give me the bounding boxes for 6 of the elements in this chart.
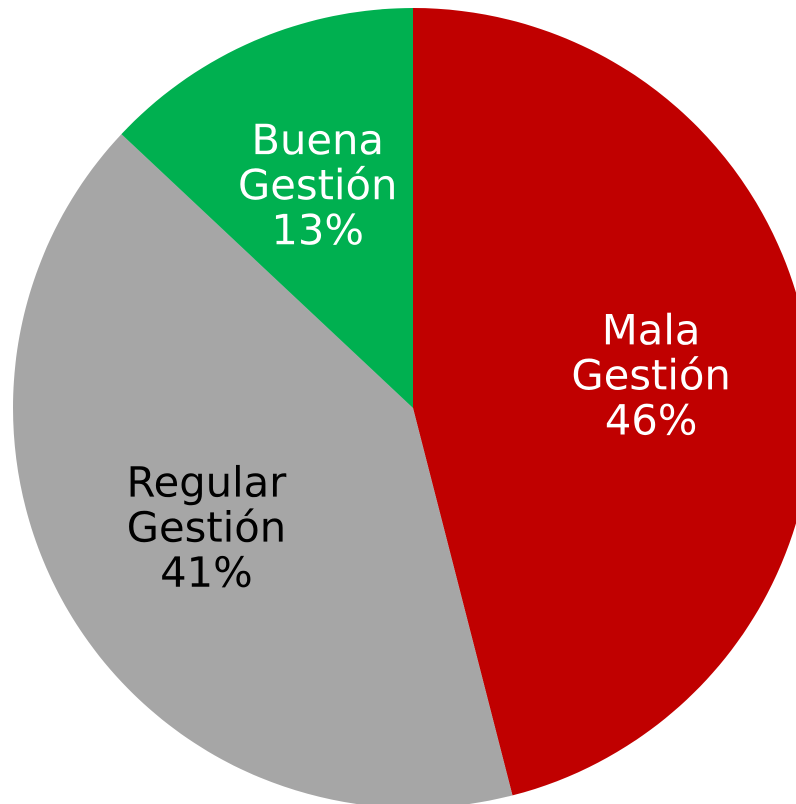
slice-label: Buena Gestión [240,124,394,200]
data-label: 41% [162,556,250,588]
data-label: 13% [276,213,362,245]
slice-label: Mala Gestión [574,312,728,390]
slice-label: Regular Gestión [129,464,286,542]
data-label: 46% [606,404,696,436]
